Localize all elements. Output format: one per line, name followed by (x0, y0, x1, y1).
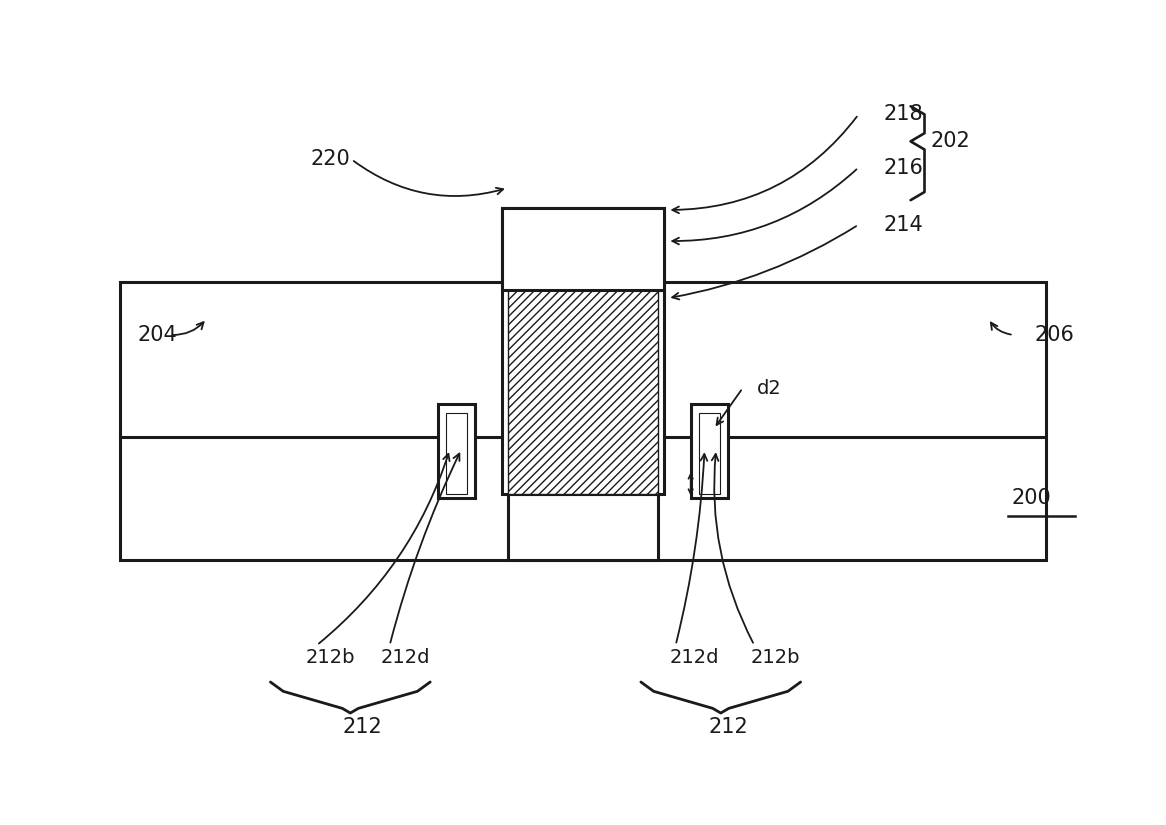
Bar (698, 412, 719, 494)
Text: 202: 202 (930, 131, 970, 151)
Text: d2: d2 (757, 379, 781, 398)
Bar (503, 209, 663, 494)
Text: 212b: 212b (305, 648, 354, 667)
Bar (120, 282, 1046, 559)
Text: 212d: 212d (669, 648, 719, 667)
Bar (507, 494, 659, 559)
Text: 212: 212 (708, 717, 747, 737)
Text: 204: 204 (138, 325, 177, 345)
Bar (690, 404, 728, 498)
Text: 206: 206 (1034, 325, 1074, 345)
Text: 212: 212 (342, 717, 382, 737)
Bar (447, 412, 468, 494)
Text: 218: 218 (884, 105, 923, 125)
Text: 220: 220 (311, 149, 351, 169)
Text: 212d: 212d (380, 648, 430, 667)
Text: 200: 200 (1011, 488, 1051, 508)
Bar (438, 404, 476, 498)
Bar (503, 209, 663, 290)
Bar (507, 290, 659, 494)
Text: 216: 216 (884, 158, 923, 177)
Text: 212b: 212b (751, 648, 800, 667)
Text: 214: 214 (884, 214, 923, 234)
